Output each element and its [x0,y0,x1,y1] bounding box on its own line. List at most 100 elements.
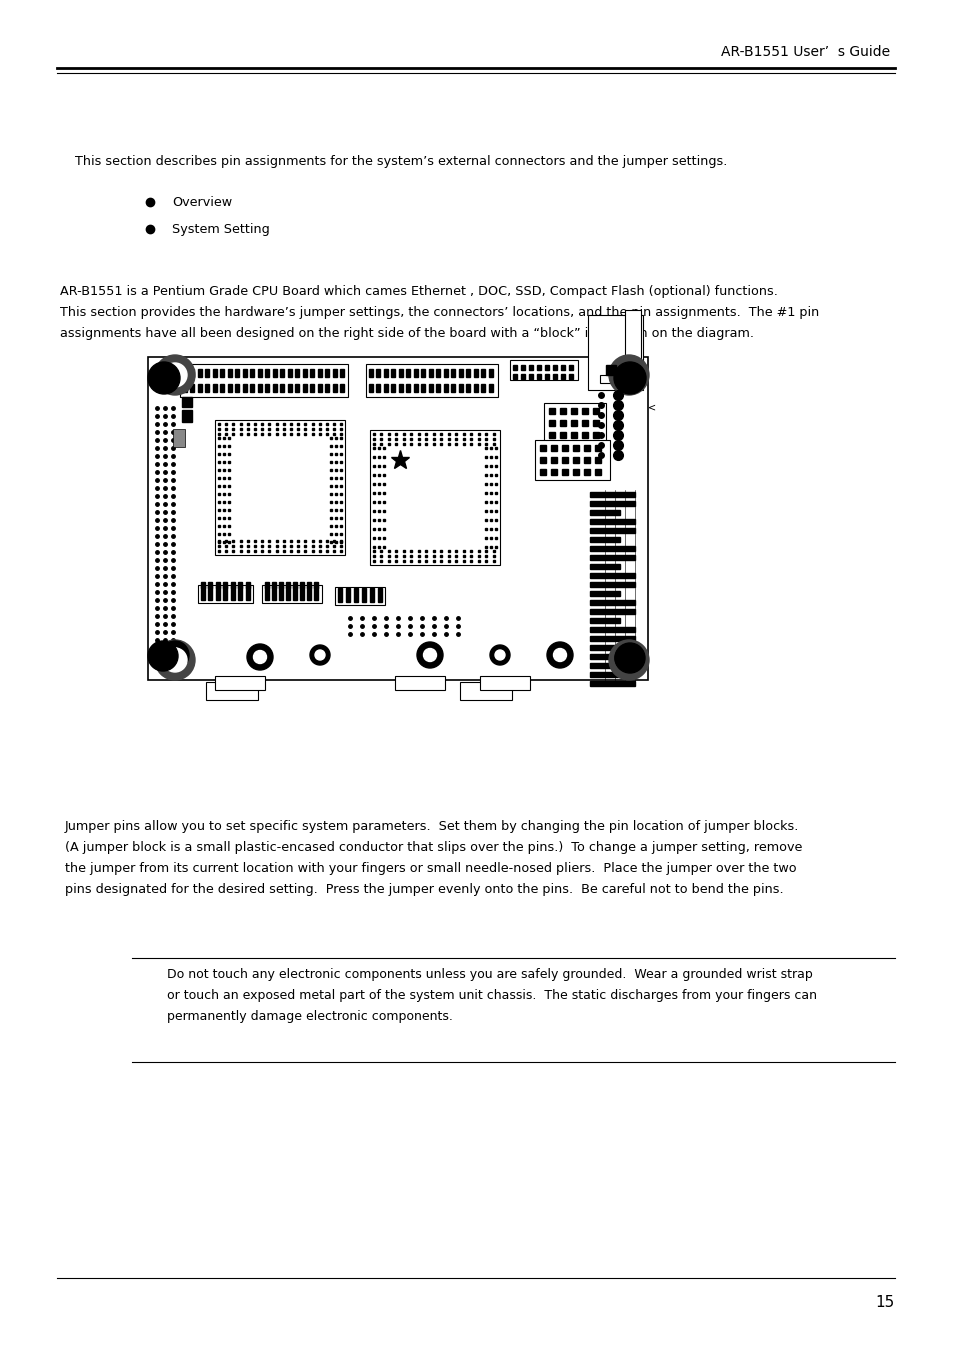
Bar [377,588,381,603]
Text: Overview: Overview [172,196,232,208]
Bar [589,582,635,586]
Circle shape [617,648,640,671]
Bar [589,663,635,667]
Bar [510,359,578,380]
Bar [182,409,192,422]
Text: the jumper from its current location with your fingers or small needle-nosed pli: the jumper from its current location wit… [65,862,796,875]
Bar [223,586,227,600]
Bar [220,369,224,377]
Bar [589,590,619,596]
Bar [568,374,573,380]
Bar [391,369,395,377]
Circle shape [168,648,182,662]
Bar [458,369,462,377]
Bar [369,384,373,392]
Bar [272,586,275,600]
Bar [568,365,573,370]
Bar [589,671,619,677]
Bar [429,369,433,377]
Text: v: v [636,359,639,365]
Bar [560,365,564,370]
Bar [337,588,341,603]
Bar [214,420,345,555]
Bar [481,384,485,392]
Bar [265,582,269,588]
Bar [589,573,635,578]
Bar [295,384,299,392]
Bar [589,563,619,569]
Bar [278,586,283,600]
Bar [395,676,444,690]
Bar [474,369,477,377]
Bar [513,374,517,380]
Bar [384,384,388,392]
Circle shape [163,363,187,386]
Circle shape [620,651,634,665]
Bar [325,384,329,392]
Bar [384,369,388,377]
Bar [414,384,417,392]
Bar [414,369,417,377]
Bar [325,369,329,377]
Bar [543,403,605,443]
Bar [366,363,497,397]
Bar [191,384,194,392]
Bar [537,374,540,380]
Bar [238,582,242,588]
Bar [286,582,290,588]
Bar [589,528,635,534]
Bar [481,369,485,377]
Bar [205,369,210,377]
Bar [398,384,402,392]
Text: pins designated for the desired setting.  Press the jumper evenly onto the pins.: pins designated for the desired setting.… [65,884,782,896]
Bar [489,384,493,392]
Bar [286,586,290,600]
Bar [589,636,635,640]
Bar [520,365,524,370]
Circle shape [148,640,178,671]
Bar [589,627,635,632]
Bar [307,582,311,588]
Bar [589,536,619,542]
Circle shape [314,650,325,661]
Bar [191,369,194,377]
Bar [310,384,314,392]
Bar [398,369,402,377]
Bar [223,582,227,588]
Bar [201,582,205,588]
Bar [376,384,380,392]
Bar [317,369,322,377]
Bar [589,519,635,524]
Bar [589,609,635,613]
Bar [251,384,254,392]
Bar [361,588,366,603]
Bar [243,384,247,392]
Bar [257,384,262,392]
Bar [278,582,283,588]
Bar [513,365,517,370]
Bar [205,384,210,392]
Bar [451,369,455,377]
Bar [589,600,635,605]
Bar [299,586,304,600]
Bar [537,365,540,370]
Bar [370,588,374,603]
Bar [333,384,336,392]
Bar [231,582,234,588]
Bar [265,369,269,377]
Bar [272,582,275,588]
Bar [246,582,250,588]
Bar [624,309,640,382]
Bar [589,617,619,623]
Bar [265,384,269,392]
Circle shape [608,640,648,680]
Bar [340,369,344,377]
Circle shape [310,644,330,665]
Circle shape [553,648,566,662]
Bar [466,384,470,392]
Bar [209,582,213,588]
Bar [213,369,216,377]
Bar [436,369,440,377]
Bar [213,384,216,392]
Bar [443,384,448,392]
